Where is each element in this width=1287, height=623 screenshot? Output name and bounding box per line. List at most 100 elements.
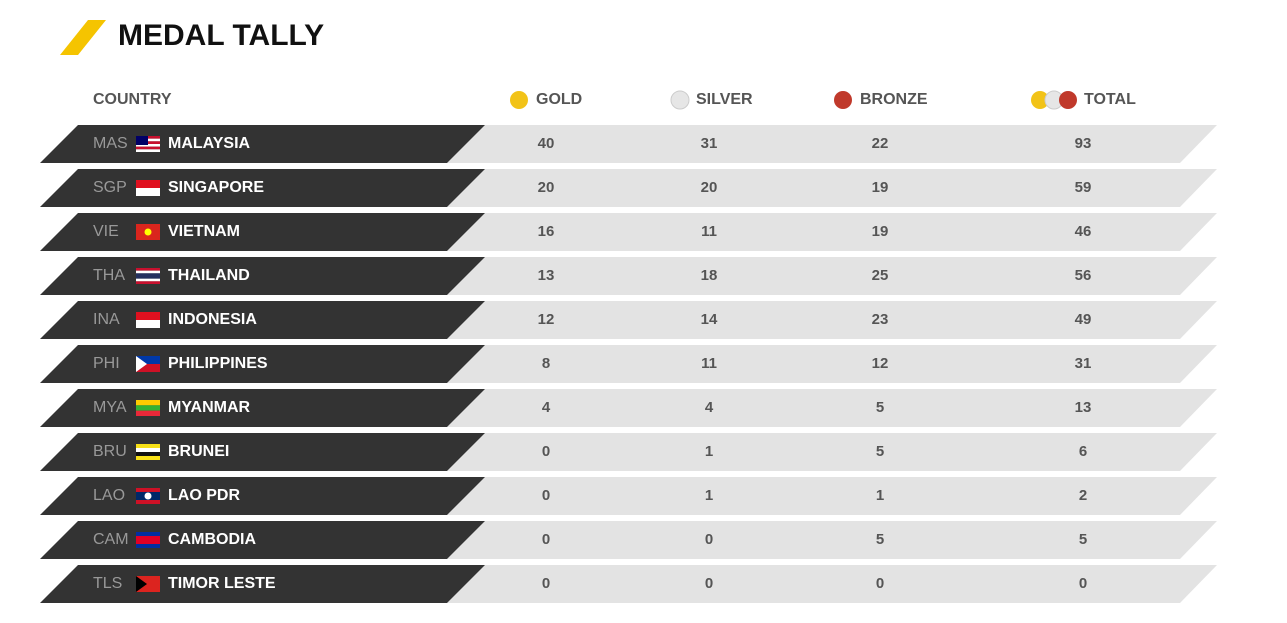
flag-stripe: [136, 444, 160, 448]
flag-stripe: [136, 273, 160, 276]
country-name: BRUNEI: [168, 443, 229, 460]
medal-count: 93: [1075, 135, 1092, 152]
page-title: MEDAL TALLY: [118, 19, 324, 52]
medal-count: 0: [542, 531, 550, 548]
flag-stripe: [136, 448, 160, 452]
row-background: [447, 433, 1217, 471]
country-name: PHILIPPINES: [168, 355, 268, 372]
country-name: MYANMAR: [168, 399, 251, 416]
medal-count: 31: [701, 135, 718, 152]
medal-count: 12: [538, 311, 555, 328]
row-background: [447, 389, 1217, 427]
country-code: INA: [93, 311, 120, 328]
flag-stripe: [136, 405, 160, 411]
flag-stripe: [136, 536, 160, 540]
flag-stripe: [136, 452, 160, 456]
medal-count: 0: [705, 575, 713, 592]
medal-count: 0: [705, 531, 713, 548]
medal-count: 0: [542, 443, 550, 460]
medal-count: 0: [542, 487, 550, 504]
flag-star: [144, 228, 152, 236]
medal-count: 6: [1079, 443, 1087, 460]
row-background: [447, 345, 1217, 383]
row-country-band: [40, 477, 485, 515]
medal-count: 8: [542, 355, 550, 372]
medal-count: 4: [542, 399, 551, 416]
flag-stripe: [136, 276, 160, 279]
medal-count: 12: [872, 355, 889, 372]
country-code: VIE: [93, 223, 119, 240]
medal-count: 5: [1079, 531, 1087, 548]
flag-stripe: [136, 188, 160, 196]
flag-stripe: [136, 540, 160, 544]
row-country-band: [40, 565, 485, 603]
flag-stripe: [136, 532, 160, 536]
country-code: LAO: [93, 487, 125, 504]
flag-stripe: [136, 400, 160, 406]
row-country-band: [40, 213, 485, 251]
flag-stripe: [136, 312, 160, 320]
row-country-band: [40, 345, 485, 383]
row-country-band: [40, 257, 485, 295]
flag-stripe: [136, 144, 160, 147]
medal-count: 1: [705, 487, 713, 504]
medal-count: 13: [1075, 399, 1092, 416]
row-background: [447, 169, 1217, 207]
medal-count: 0: [1079, 575, 1087, 592]
medal-count: 0: [876, 575, 884, 592]
flag-stripe: [136, 278, 160, 282]
medal-count: 25: [872, 267, 889, 284]
row-background: [447, 125, 1217, 163]
medal-count: 5: [876, 399, 884, 416]
medal-count: 49: [1075, 311, 1092, 328]
row-country-band: [40, 169, 485, 207]
country-code: MYA: [93, 399, 127, 416]
column-header: GOLD: [536, 91, 582, 108]
flag-stripe: [136, 356, 160, 364]
row-country-band: [40, 433, 485, 471]
country-name: LAO PDR: [168, 487, 240, 504]
row-country-band: [40, 301, 485, 339]
title-accent: [60, 20, 106, 55]
flag-stripe: [136, 268, 160, 271]
medal-count: 20: [538, 179, 555, 196]
country-name: INDONESIA: [168, 311, 257, 328]
medal-count: 22: [872, 135, 889, 152]
gold-icon: [510, 91, 528, 109]
total-icon-bronze: [1059, 91, 1077, 109]
medal-count: 11: [701, 355, 717, 372]
flag-stripe: [136, 544, 160, 548]
country-code: PHI: [93, 355, 120, 372]
flag-stripe: [136, 576, 160, 592]
row-background: [447, 301, 1217, 339]
medal-count: 1: [705, 443, 713, 460]
country-code: SGP: [93, 179, 127, 196]
row-background: [447, 521, 1217, 559]
medal-count: 23: [872, 311, 889, 328]
flag-stripe: [136, 410, 160, 416]
flag-stripe: [136, 488, 160, 492]
flag-triangle: [136, 576, 147, 592]
flag-triangle: [136, 356, 147, 372]
flag-stripe: [136, 270, 160, 274]
medal-count: 18: [701, 267, 718, 284]
country-code: THA: [93, 267, 125, 284]
medal-count: 20: [701, 179, 718, 196]
country-name: CAMBODIA: [168, 531, 256, 548]
flag-stripe: [136, 281, 160, 284]
medal-count: 40: [538, 135, 555, 152]
row-country-band: [40, 521, 485, 559]
medal-count: 0: [542, 575, 550, 592]
medal-count: 16: [538, 223, 555, 240]
medal-count: 5: [876, 531, 884, 548]
country-code: CAM: [93, 531, 129, 548]
flag-stripe: [136, 500, 160, 504]
country-name: VIETNAM: [168, 223, 240, 240]
row-background: [447, 213, 1217, 251]
country-code: MAS: [93, 135, 128, 152]
medal-count: 11: [701, 223, 717, 240]
row-country-band: [40, 389, 485, 427]
silver-icon: [670, 90, 690, 110]
medal-count: 19: [872, 179, 889, 196]
row-background: [447, 477, 1217, 515]
